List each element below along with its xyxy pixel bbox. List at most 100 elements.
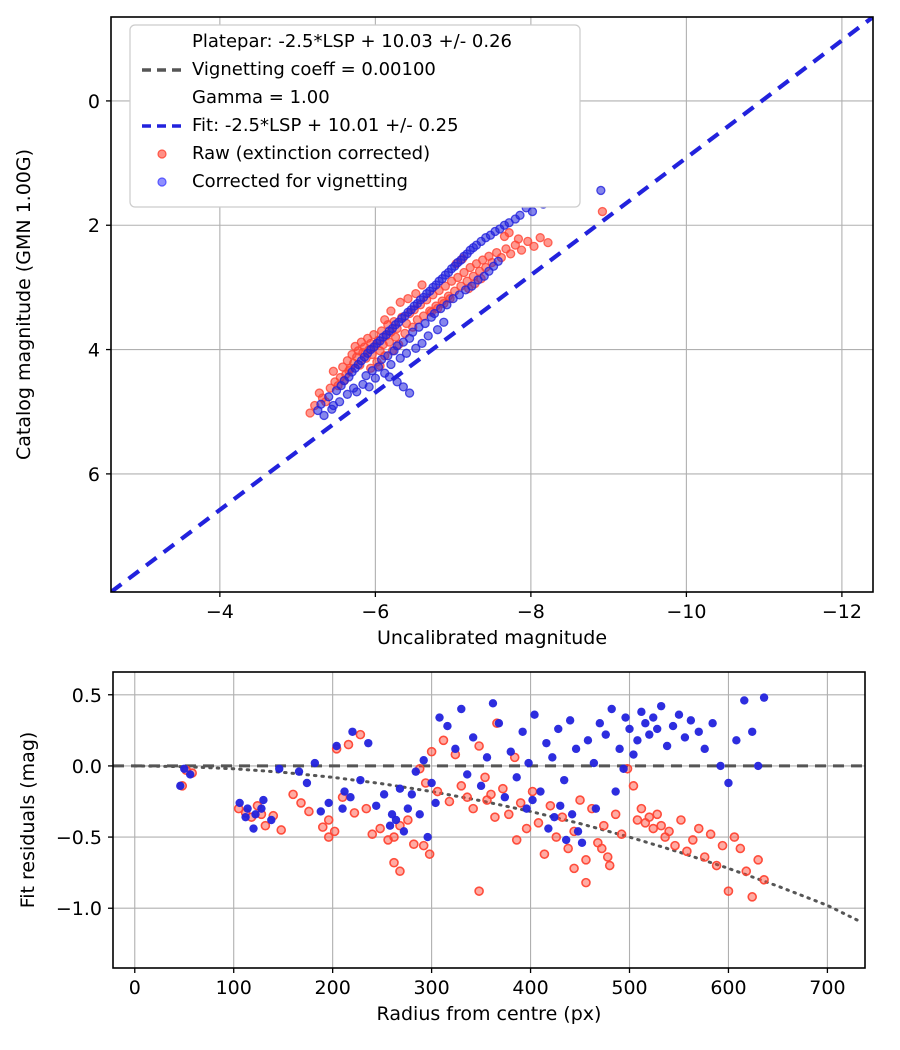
axis-frame-top bbox=[110, 16, 874, 593]
x-tick-label: −10 bbox=[666, 601, 706, 623]
data-point bbox=[493, 256, 503, 266]
legend-item[interactable]: Fit: -2.5*LSP + 10.01 +/- 0.25 bbox=[142, 115, 459, 136]
series-corrected-top bbox=[313, 185, 606, 421]
data-point bbox=[411, 343, 421, 353]
data-point bbox=[454, 290, 464, 300]
y-tick-label: 0 bbox=[88, 91, 100, 113]
data-point bbox=[370, 373, 381, 383]
data-point bbox=[637, 707, 646, 717]
data-point bbox=[389, 857, 399, 868]
y-tick-label: 0.5 bbox=[72, 685, 102, 707]
x-tick-label: −4 bbox=[206, 601, 234, 623]
data-point bbox=[401, 348, 412, 358]
data-point bbox=[589, 758, 599, 768]
x-axis-label: Radius from centre (px) bbox=[377, 1003, 602, 1025]
data-point bbox=[423, 832, 432, 842]
data-point bbox=[462, 792, 473, 803]
legend-box bbox=[129, 24, 581, 208]
data-point bbox=[670, 840, 680, 851]
x-tick-label: −12 bbox=[822, 601, 862, 623]
data-point bbox=[604, 860, 615, 871]
data-point bbox=[550, 812, 559, 822]
x-tick-label: 0 bbox=[129, 977, 141, 999]
data-point bbox=[583, 736, 593, 745]
data-point bbox=[591, 804, 601, 813]
data-point bbox=[571, 744, 581, 754]
data-point bbox=[676, 815, 686, 825]
data-point bbox=[503, 809, 514, 820]
x-tick-label: 100 bbox=[216, 977, 252, 999]
data-point bbox=[379, 790, 389, 799]
data-point bbox=[723, 886, 734, 896]
data-point bbox=[249, 824, 258, 833]
data-point bbox=[729, 832, 740, 842]
data-point bbox=[680, 733, 690, 742]
data-point bbox=[395, 353, 405, 363]
data-point bbox=[628, 781, 639, 791]
data-point bbox=[267, 815, 276, 825]
data-point bbox=[451, 744, 460, 754]
data-point bbox=[313, 405, 323, 416]
data-point bbox=[610, 809, 621, 820]
data-point bbox=[296, 798, 306, 808]
data-point bbox=[453, 272, 463, 283]
data-point bbox=[699, 852, 710, 862]
data-point bbox=[567, 810, 577, 819]
data-point bbox=[717, 840, 728, 851]
data-point bbox=[435, 713, 444, 722]
data-point bbox=[656, 820, 666, 831]
data-point bbox=[372, 801, 381, 810]
x-tick-label: 200 bbox=[315, 977, 351, 999]
x-tick-label: −8 bbox=[517, 601, 545, 623]
data-point bbox=[529, 241, 539, 252]
data-point bbox=[581, 877, 591, 888]
data-point bbox=[355, 729, 366, 740]
data-point bbox=[515, 210, 525, 220]
legend-item[interactable]: Corrected for vignetting bbox=[157, 171, 408, 192]
data-point bbox=[420, 318, 430, 329]
data-point bbox=[653, 724, 662, 734]
data-point bbox=[431, 798, 440, 808]
legend-item[interactable]: Vignetting coeff = 0.00100 bbox=[142, 59, 436, 80]
data-point bbox=[411, 767, 420, 776]
data-point bbox=[522, 804, 531, 813]
data-point bbox=[427, 778, 436, 788]
data-point bbox=[468, 733, 478, 742]
legend-item[interactable]: Raw (extinction corrected) bbox=[157, 143, 430, 164]
data-point bbox=[404, 388, 415, 398]
data-point bbox=[674, 710, 684, 719]
legend-item[interactable]: Gamma = 1.00 bbox=[192, 87, 330, 108]
y-tick-label: −0.5 bbox=[56, 827, 102, 849]
x-tick-label: 600 bbox=[710, 977, 746, 999]
legend-label: Raw (extinction corrected) bbox=[192, 143, 430, 164]
data-point bbox=[516, 245, 527, 255]
data-point bbox=[456, 781, 467, 791]
data-point bbox=[543, 237, 553, 248]
data-point bbox=[548, 753, 557, 762]
x-tick-label: 300 bbox=[413, 977, 449, 999]
data-point bbox=[426, 746, 437, 757]
data-point bbox=[573, 827, 583, 836]
data-point bbox=[340, 787, 349, 796]
data-point bbox=[524, 758, 533, 768]
data-point bbox=[732, 736, 741, 745]
plot-background-bottom bbox=[113, 672, 865, 968]
data-point bbox=[343, 739, 354, 750]
data-point bbox=[724, 778, 733, 788]
legend-item[interactable]: Platepar: -2.5*LSP + 10.03 +/- 0.26 bbox=[192, 31, 512, 52]
data-point bbox=[741, 866, 752, 877]
data-point bbox=[338, 804, 347, 813]
data-point bbox=[494, 719, 504, 728]
data-point bbox=[533, 818, 544, 828]
data-point bbox=[423, 331, 433, 341]
data-point bbox=[664, 826, 674, 837]
data-point bbox=[565, 716, 575, 725]
legend: Platepar: -2.5*LSP + 10.03 +/- 0.26 Vigne… bbox=[129, 24, 581, 208]
data-point bbox=[317, 822, 328, 832]
data-point bbox=[602, 852, 613, 862]
data-point bbox=[346, 793, 355, 802]
data-point bbox=[480, 772, 490, 783]
data-point bbox=[735, 843, 746, 854]
data-point bbox=[328, 400, 339, 411]
